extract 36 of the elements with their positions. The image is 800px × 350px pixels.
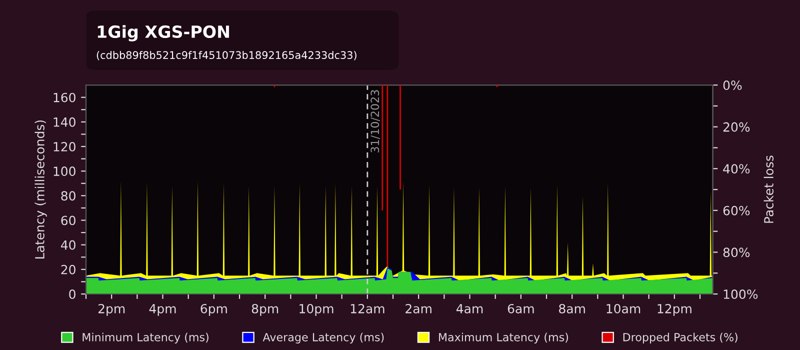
y-tick-label: 120 bbox=[54, 142, 76, 152]
y-axis-title: Latency (milliseconds) bbox=[34, 120, 47, 258]
y-tick-label: 0 bbox=[69, 289, 76, 299]
y2-tick-label: 20% bbox=[723, 122, 750, 132]
x-tick-label: 12pm bbox=[658, 304, 692, 316]
y2-tick-label: 0% bbox=[723, 80, 742, 90]
legend-label: Maximum Latency (ms) bbox=[439, 332, 568, 344]
chart-subtitle: (cdbb89f8b521c9f1f451073b1892165a4233dc33) bbox=[96, 50, 356, 60]
chart-title: 1Gig XGS-PON bbox=[98, 25, 229, 42]
y-tick-label: 60 bbox=[61, 216, 76, 226]
y2-tick-label: 100% bbox=[724, 289, 758, 299]
x-tick-label: 10pm bbox=[300, 304, 334, 316]
y-tick-label: 100 bbox=[54, 166, 76, 176]
x-tick-label: 4pm bbox=[149, 304, 176, 316]
x-tick-label: 2am bbox=[406, 304, 432, 314]
y-tick-label: 20 bbox=[61, 264, 76, 274]
y2-tick-label: 80% bbox=[723, 248, 750, 258]
y2-axis-title: Packet loss bbox=[764, 156, 774, 223]
y2-tick-label: 40% bbox=[723, 164, 750, 174]
x-tick-label: 6pm bbox=[200, 304, 227, 316]
y2-tick-label: 60% bbox=[723, 206, 750, 216]
y-tick-label: 40 bbox=[60, 240, 76, 250]
x-tick-label: 10am bbox=[606, 304, 640, 314]
x-tick-label: 8am bbox=[559, 304, 585, 314]
y-tick-label: 140 bbox=[54, 117, 76, 127]
x-tick-label: 8pm bbox=[252, 304, 278, 316]
ref-line-label: 31/10/2023 bbox=[370, 90, 380, 152]
y-tick-label: 160 bbox=[54, 92, 76, 102]
x-tick-label: 4am bbox=[456, 304, 483, 314]
y-tick-label: 80 bbox=[61, 191, 76, 201]
legend-label: Dropped Packets (%) bbox=[623, 332, 738, 344]
x-tick-label: 6am bbox=[508, 304, 534, 314]
x-tick-label: 12am bbox=[350, 304, 384, 314]
legend-label: Minimum Latency (ms) bbox=[82, 332, 208, 344]
x-tick-label: 2pm bbox=[98, 304, 125, 316]
legend-label: Average Latency (ms) bbox=[262, 332, 384, 344]
